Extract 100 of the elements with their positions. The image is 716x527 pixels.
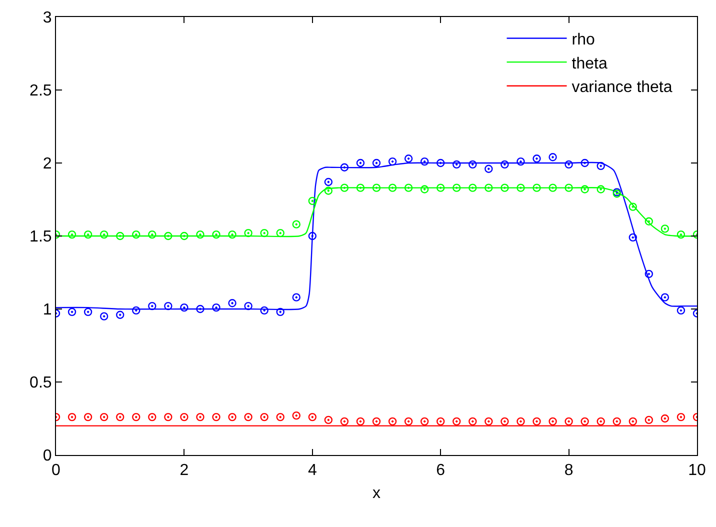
point — [180, 412, 188, 422]
y-tick-label: 0.5 — [30, 374, 52, 392]
x-tick-label: 4 — [308, 462, 317, 480]
point — [68, 230, 76, 239]
point — [532, 417, 541, 426]
point — [212, 412, 220, 422]
point — [132, 230, 140, 239]
point — [516, 184, 525, 192]
point — [244, 302, 252, 310]
point — [596, 185, 605, 194]
point — [100, 412, 108, 422]
point — [660, 414, 670, 423]
x-tick-label: 8 — [564, 462, 574, 480]
point — [420, 417, 429, 426]
point — [116, 232, 124, 240]
point — [596, 162, 605, 170]
point — [260, 412, 268, 422]
point — [628, 417, 637, 426]
point — [356, 158, 365, 168]
point — [212, 303, 220, 312]
point — [580, 158, 589, 168]
point — [100, 312, 108, 320]
point — [420, 185, 429, 194]
point — [324, 178, 333, 186]
point — [228, 299, 236, 308]
point — [564, 417, 573, 426]
point — [468, 417, 477, 426]
point — [212, 230, 220, 239]
point — [308, 412, 316, 422]
point — [340, 417, 349, 426]
point — [404, 154, 413, 163]
point — [420, 157, 429, 166]
y-tick-label: 3 — [42, 10, 52, 27]
point — [548, 153, 557, 162]
point — [324, 186, 333, 195]
point — [196, 230, 204, 239]
point — [468, 184, 477, 192]
point — [260, 306, 268, 315]
x-tick-label: 2 — [180, 462, 189, 480]
point — [84, 308, 92, 316]
point — [452, 160, 461, 169]
point — [148, 412, 156, 422]
point — [180, 232, 188, 240]
x-tick-label: 10 — [688, 462, 706, 480]
point — [436, 158, 445, 168]
point — [452, 184, 461, 192]
point — [276, 412, 284, 422]
point — [228, 230, 236, 239]
point — [260, 228, 268, 238]
point — [132, 306, 140, 315]
point — [644, 270, 654, 278]
point — [436, 417, 445, 426]
point — [500, 184, 509, 192]
point — [148, 230, 156, 239]
point — [500, 417, 509, 426]
point — [404, 417, 413, 426]
point — [676, 306, 686, 315]
point — [308, 196, 316, 206]
point — [404, 184, 413, 192]
point — [388, 417, 397, 426]
point — [564, 184, 573, 192]
point — [532, 184, 541, 192]
legend-label: theta — [572, 55, 608, 72]
point — [644, 416, 654, 424]
point — [84, 412, 92, 422]
point — [484, 184, 493, 192]
point — [436, 184, 445, 192]
point — [532, 154, 541, 163]
point — [228, 412, 236, 422]
point — [196, 412, 204, 422]
x-axis-title: x — [372, 484, 380, 502]
point — [244, 412, 252, 422]
point — [100, 230, 108, 239]
point — [660, 293, 670, 302]
point — [308, 232, 316, 240]
legend-label: variance theta — [572, 79, 672, 96]
point — [164, 302, 172, 310]
point — [612, 417, 621, 426]
point — [180, 303, 188, 312]
point — [244, 228, 252, 238]
y-tick-label: 2.5 — [30, 82, 52, 100]
point — [388, 157, 397, 166]
point — [292, 220, 300, 228]
point — [68, 308, 76, 316]
y-tick-label: 1.5 — [30, 228, 52, 246]
point — [676, 230, 686, 239]
point — [548, 184, 557, 192]
point — [276, 228, 284, 238]
point — [84, 230, 92, 239]
point — [516, 417, 525, 426]
point — [644, 217, 654, 226]
point — [340, 163, 349, 172]
point — [596, 417, 605, 426]
point — [548, 417, 557, 426]
point — [164, 232, 172, 240]
point — [580, 185, 589, 194]
point — [164, 412, 172, 422]
point — [484, 164, 493, 173]
point — [340, 184, 349, 192]
point — [660, 224, 670, 233]
